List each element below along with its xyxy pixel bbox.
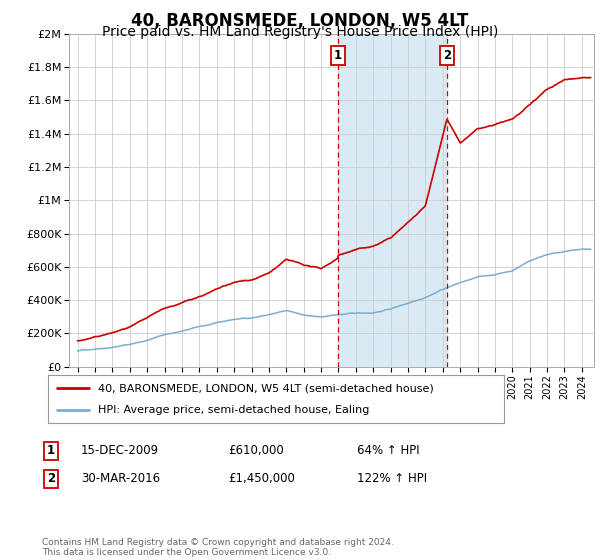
Text: £610,000: £610,000: [228, 444, 284, 458]
Text: HPI: Average price, semi-detached house, Ealing: HPI: Average price, semi-detached house,…: [98, 405, 370, 415]
Text: 1: 1: [47, 444, 55, 458]
Text: £1,450,000: £1,450,000: [228, 472, 295, 486]
Text: 15-DEC-2009: 15-DEC-2009: [81, 444, 159, 458]
Text: 30-MAR-2016: 30-MAR-2016: [81, 472, 160, 486]
Text: 2: 2: [443, 49, 451, 62]
Text: Contains HM Land Registry data © Crown copyright and database right 2024.
This d: Contains HM Land Registry data © Crown c…: [42, 538, 394, 557]
Text: 2: 2: [47, 472, 55, 486]
Text: 64% ↑ HPI: 64% ↑ HPI: [357, 444, 419, 458]
Text: Price paid vs. HM Land Registry's House Price Index (HPI): Price paid vs. HM Land Registry's House …: [102, 25, 498, 39]
Text: 40, BARONSMEDE, LONDON, W5 4LT: 40, BARONSMEDE, LONDON, W5 4LT: [131, 12, 469, 30]
Text: 1: 1: [334, 49, 342, 62]
Text: 40, BARONSMEDE, LONDON, W5 4LT (semi-detached house): 40, BARONSMEDE, LONDON, W5 4LT (semi-det…: [98, 383, 434, 393]
Text: 122% ↑ HPI: 122% ↑ HPI: [357, 472, 427, 486]
Bar: [338, 34, 447, 367]
